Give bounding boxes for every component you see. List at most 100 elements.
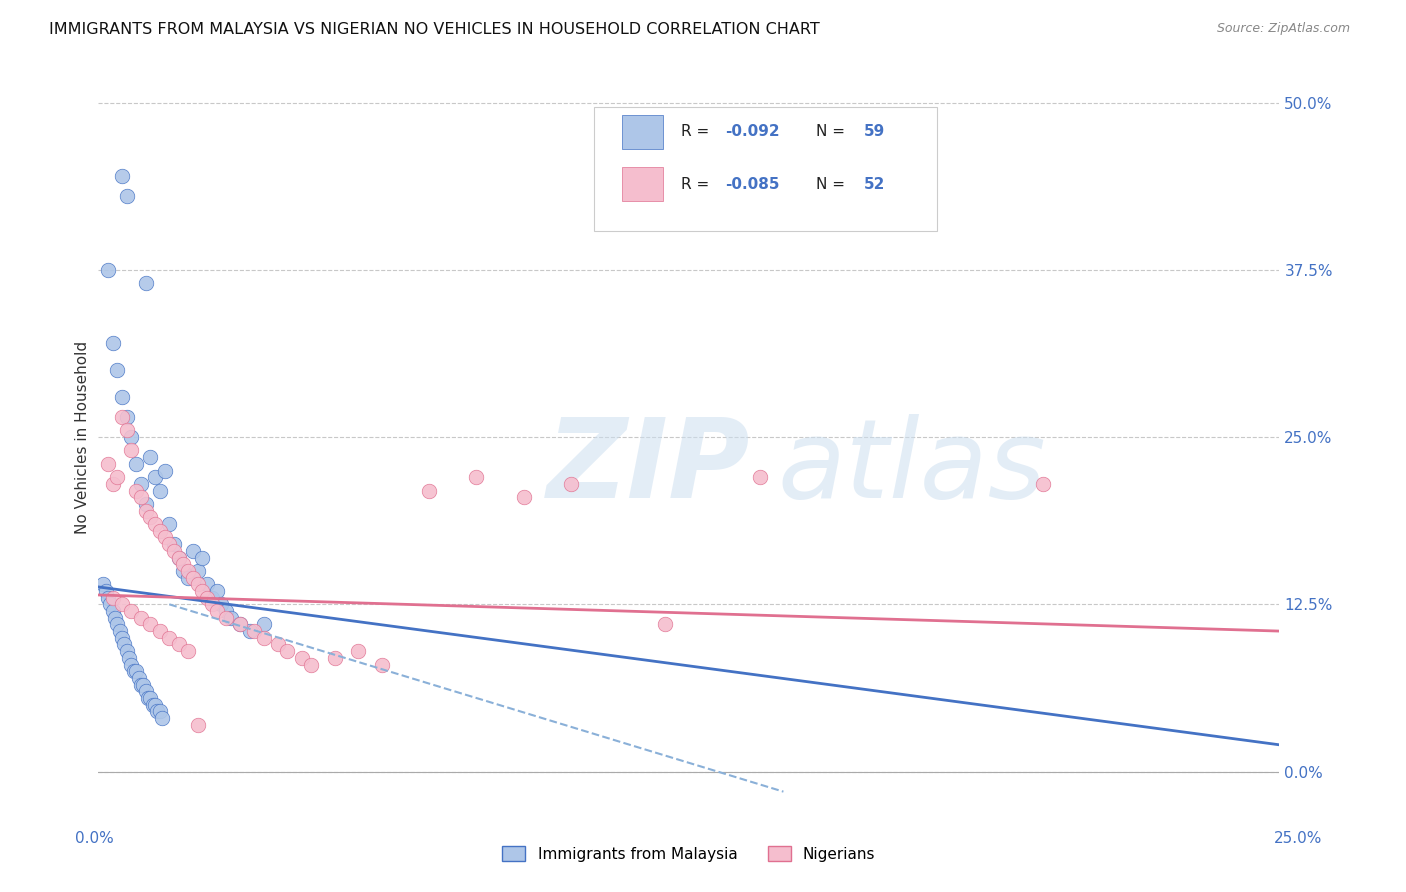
Point: [111, 169, 134, 184]
Point: [371, 657, 394, 672]
Text: 25.0%: 25.0%: [1274, 831, 1322, 846]
Point: [418, 483, 440, 498]
Point: [149, 524, 172, 538]
Point: [267, 637, 290, 651]
Point: [187, 564, 209, 578]
Text: ZIP: ZIP: [547, 414, 751, 521]
Point: [177, 571, 200, 585]
Point: [205, 583, 228, 598]
Point: [104, 611, 127, 625]
Text: 0.0%: 0.0%: [75, 831, 114, 846]
Point: [205, 604, 228, 618]
Point: [143, 470, 166, 484]
Point: [163, 537, 186, 551]
Point: [149, 705, 172, 719]
Point: [157, 537, 180, 551]
Text: N =: N =: [817, 177, 851, 192]
Point: [146, 705, 169, 719]
Point: [97, 457, 120, 471]
Point: [229, 617, 252, 632]
Point: [229, 617, 252, 632]
Point: [97, 262, 120, 277]
FancyBboxPatch shape: [595, 107, 936, 231]
Text: N =: N =: [817, 124, 851, 139]
Point: [118, 651, 141, 665]
Point: [108, 624, 131, 639]
Text: IMMIGRANTS FROM MALAYSIA VS NIGERIAN NO VEHICLES IN HOUSEHOLD CORRELATION CHART: IMMIGRANTS FROM MALAYSIA VS NIGERIAN NO …: [49, 22, 820, 37]
Point: [177, 644, 200, 658]
Point: [215, 611, 238, 625]
Point: [101, 336, 124, 351]
Point: [139, 690, 162, 705]
Point: [111, 598, 134, 612]
Point: [101, 591, 124, 605]
Point: [1032, 476, 1054, 491]
Bar: [621, 115, 664, 149]
Point: [115, 644, 138, 658]
Point: [239, 624, 262, 639]
Point: [121, 430, 143, 444]
Point: [149, 624, 172, 639]
Point: [149, 483, 172, 498]
Point: [105, 363, 128, 377]
Point: [111, 390, 134, 404]
Point: [153, 530, 176, 544]
Text: -0.085: -0.085: [725, 177, 780, 192]
Point: [215, 604, 238, 618]
Text: R =: R =: [681, 177, 714, 192]
Point: [105, 470, 128, 484]
Point: [139, 510, 162, 524]
Point: [111, 631, 134, 645]
Point: [512, 491, 534, 505]
Y-axis label: No Vehicles in Household: No Vehicles in Household: [75, 341, 90, 533]
Point: [177, 564, 200, 578]
Point: [136, 690, 159, 705]
Point: [253, 631, 276, 645]
Point: [276, 644, 298, 658]
Point: [209, 598, 232, 612]
Point: [299, 657, 322, 672]
Point: [115, 410, 138, 425]
Point: [172, 557, 194, 572]
Text: 59: 59: [863, 124, 884, 139]
Point: [143, 517, 166, 532]
Point: [143, 698, 166, 712]
Point: [125, 483, 148, 498]
Point: [129, 611, 152, 625]
Point: [128, 671, 150, 685]
Point: [112, 637, 135, 651]
Text: atlas: atlas: [778, 414, 1046, 521]
Point: [135, 277, 157, 291]
Point: [135, 684, 157, 698]
Point: [654, 617, 676, 632]
Point: [243, 624, 266, 639]
Point: [129, 678, 152, 692]
Point: [157, 631, 180, 645]
Point: [153, 464, 176, 478]
Legend: Immigrants from Malaysia, Nigerians: Immigrants from Malaysia, Nigerians: [496, 839, 882, 868]
Point: [167, 550, 190, 565]
Point: [748, 470, 770, 484]
Point: [121, 604, 143, 618]
Point: [465, 470, 488, 484]
Point: [139, 617, 162, 632]
Text: 52: 52: [863, 177, 886, 192]
Point: [323, 651, 346, 665]
Point: [125, 457, 148, 471]
Point: [347, 644, 370, 658]
Point: [111, 410, 134, 425]
Point: [125, 664, 148, 679]
Point: [132, 678, 155, 692]
Point: [191, 550, 214, 565]
Point: [105, 617, 128, 632]
Point: [94, 583, 117, 598]
Point: [167, 550, 190, 565]
Point: [135, 503, 157, 517]
Point: [195, 591, 218, 605]
Text: R =: R =: [681, 124, 714, 139]
Point: [157, 517, 180, 532]
Point: [129, 491, 152, 505]
Point: [101, 476, 124, 491]
Point: [167, 637, 190, 651]
Point: [253, 617, 276, 632]
